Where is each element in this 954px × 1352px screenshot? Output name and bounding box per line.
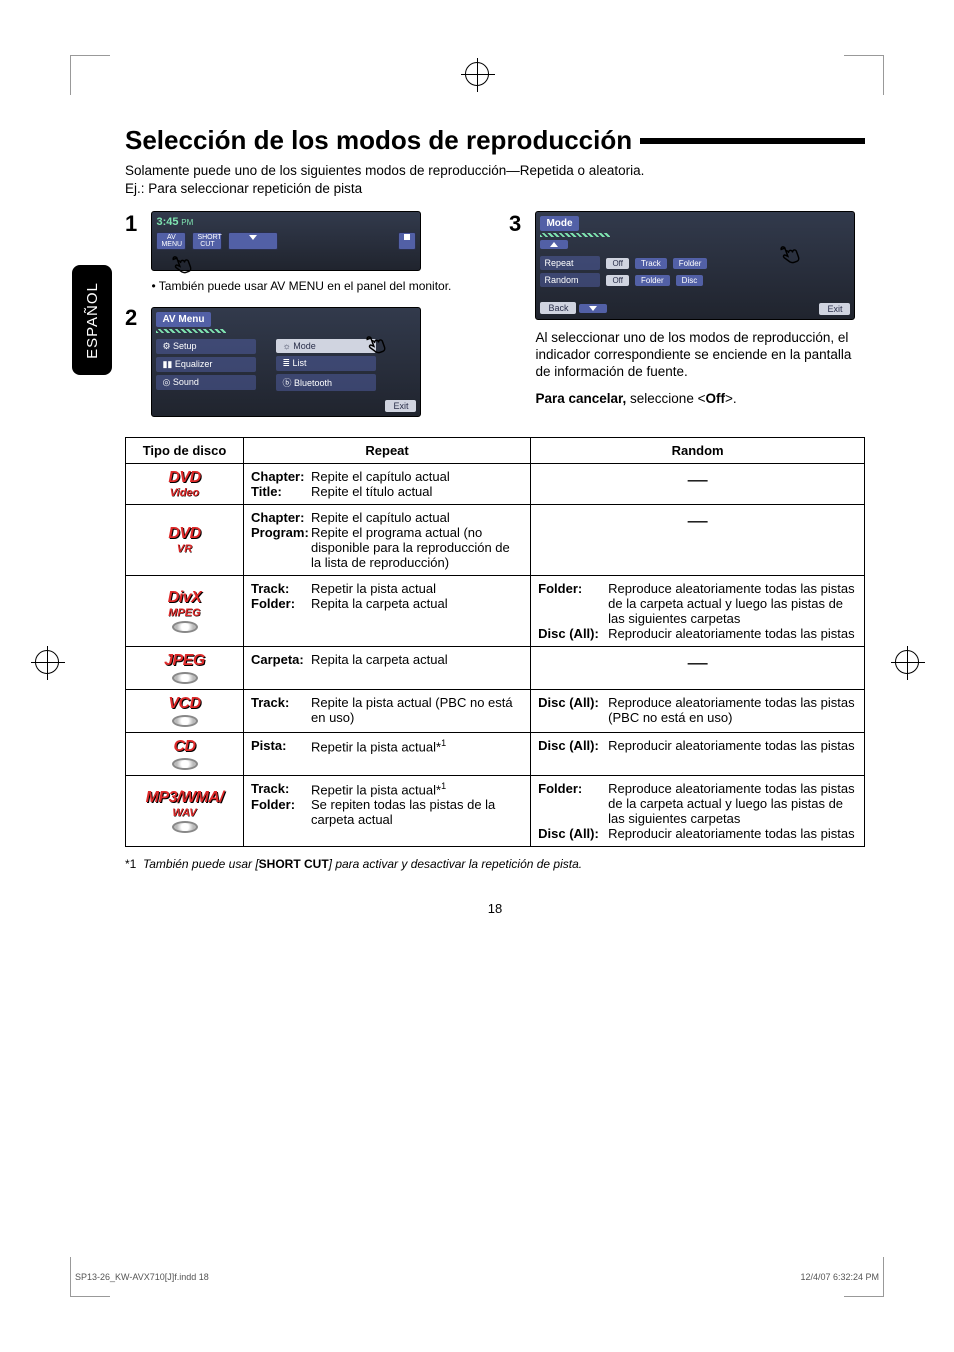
random-cell: Folder:Reproduce aleatoriamente todas la… bbox=[531, 776, 865, 847]
mode-screen: Mode Repeat Off Track Folder Random bbox=[535, 211, 855, 320]
registration-mark bbox=[35, 650, 59, 674]
repeat-off[interactable]: Off bbox=[606, 258, 629, 269]
menu-equalizer[interactable]: ▮▮ Equalizer bbox=[156, 357, 256, 372]
playback-modes-table: Tipo de disco Repeat Random DVDVideoChap… bbox=[125, 437, 865, 847]
th-repeat: Repeat bbox=[244, 438, 531, 464]
scroll-down[interactable] bbox=[579, 304, 607, 313]
repeat-track[interactable]: Track bbox=[635, 258, 667, 269]
step-number-2: 2 bbox=[125, 305, 147, 331]
cancel-instruction: Para cancelar, seleccione <Off>. bbox=[535, 391, 855, 408]
menu-right-column: ☼ Mode ≣ List ⓑ Bluetooth bbox=[276, 339, 376, 394]
hand-pointer-icon bbox=[778, 244, 804, 270]
hand-pointer-icon bbox=[170, 254, 196, 280]
registration-mark bbox=[895, 650, 919, 674]
disc-type-cell: DVDVR bbox=[126, 505, 244, 576]
page-title: Selección de los modos de reproducción bbox=[125, 125, 865, 156]
random-cell: — bbox=[531, 505, 865, 576]
scroll-up[interactable] bbox=[540, 240, 568, 249]
page-number: 18 bbox=[125, 901, 865, 916]
disc-type-cell: MP3/WMA/WAV bbox=[126, 776, 244, 847]
th-random: Random bbox=[531, 438, 865, 464]
stop-button[interactable] bbox=[398, 232, 416, 250]
step-number-3: 3 bbox=[509, 211, 531, 237]
disc-type-cell: DivXMPEG bbox=[126, 576, 244, 647]
menu-sound[interactable]: ◎ Sound bbox=[156, 375, 256, 390]
back-button[interactable]: Back bbox=[540, 302, 576, 314]
th-disc-type: Tipo de disco bbox=[126, 438, 244, 464]
random-cell: Disc (All):Reproduce aleatoriamente toda… bbox=[531, 690, 865, 733]
step1-note: También puede usar AV MENU en el panel d… bbox=[151, 279, 471, 293]
disc-type-cell: DVDVideo bbox=[126, 464, 244, 505]
random-cell: Disc (All):Reproducir aleatoriamente tod… bbox=[531, 733, 865, 776]
random-folder[interactable]: Folder bbox=[635, 275, 670, 286]
down-button[interactable] bbox=[228, 232, 278, 250]
footnote: *1 También puede usar [SHORT CUT] para a… bbox=[125, 857, 865, 871]
repeat-cell: Track:Repite la pista actual (PBC no est… bbox=[244, 690, 531, 733]
step3-description: Al seleccionar uno de los modos de repro… bbox=[535, 330, 855, 381]
exit-button[interactable]: Exit bbox=[385, 400, 416, 412]
repeat-cell: Track:Repetir la pista actualFolder:Repi… bbox=[244, 576, 531, 647]
registration-mark bbox=[465, 62, 489, 86]
short-cut-button[interactable]: SHORT CUT bbox=[192, 232, 222, 250]
hand-pointer-icon bbox=[364, 334, 390, 360]
step-number-1: 1 bbox=[125, 211, 147, 237]
repeat-cell: Carpeta:Repita la carpeta actual bbox=[244, 647, 531, 690]
av-menu-screen: AV Menu ⚙ Setup ▮▮ Equalizer ◎ Sound ☼ M… bbox=[151, 307, 421, 417]
random-cell: — bbox=[531, 464, 865, 505]
menu-bluetooth[interactable]: ⓑ Bluetooth bbox=[276, 374, 376, 391]
av-menu-button[interactable]: AV MENU bbox=[156, 232, 186, 250]
print-footer: SP13-26_KW-AVX710[J]f.indd 18 12/4/07 6:… bbox=[75, 1272, 879, 1282]
repeat-cell: Pista:Repetir la pista actual*1 bbox=[244, 733, 531, 776]
random-cell: — bbox=[531, 647, 865, 690]
random-row: Random Off Folder Disc bbox=[540, 273, 850, 287]
repeat-cell: Chapter:Repite el capítulo actualTitle:R… bbox=[244, 464, 531, 505]
menu-list[interactable]: ≣ List bbox=[276, 356, 376, 371]
random-off[interactable]: Off bbox=[606, 275, 629, 286]
menu-mode[interactable]: ☼ Mode bbox=[276, 339, 376, 353]
menu-left-column: ⚙ Setup ▮▮ Equalizer ◎ Sound bbox=[156, 339, 256, 394]
disc-type-cell: JPEG bbox=[126, 647, 244, 690]
repeat-folder[interactable]: Folder bbox=[673, 258, 708, 269]
random-disc[interactable]: Disc bbox=[676, 275, 704, 286]
repeat-cell: Track:Repetir la pista actual*1Folder:Se… bbox=[244, 776, 531, 847]
menu-setup[interactable]: ⚙ Setup bbox=[156, 339, 256, 354]
player-screen: 3:45 PM AV MENU SHORT CUT bbox=[151, 211, 421, 271]
repeat-cell: Chapter:Repite el capítulo actualProgram… bbox=[244, 505, 531, 576]
random-cell: Folder:Reproduce aleatoriamente todas la… bbox=[531, 576, 865, 647]
exit-button[interactable]: Exit bbox=[819, 303, 850, 315]
intro-text: Solamente puede uno de los siguientes mo… bbox=[125, 162, 865, 197]
language-tab: ESPAÑOL bbox=[72, 265, 112, 375]
disc-type-cell: CD bbox=[126, 733, 244, 776]
disc-type-cell: VCD bbox=[126, 690, 244, 733]
